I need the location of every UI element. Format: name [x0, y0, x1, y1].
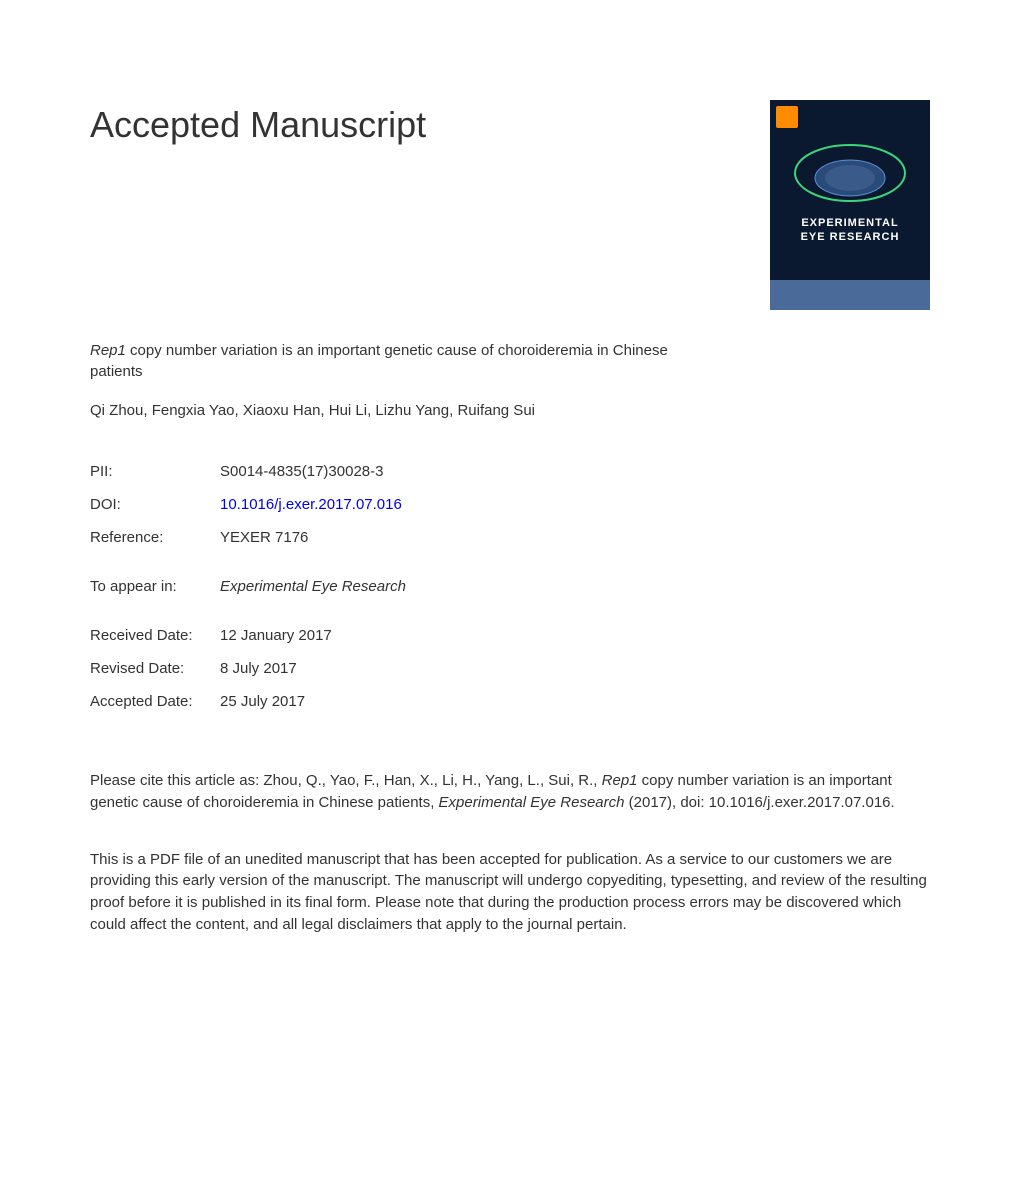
article-title: Rep1 copy number variation is an importa… — [90, 340, 690, 382]
disclaimer-text: This is a PDF file of an unedited manusc… — [90, 849, 930, 936]
appear-value: Experimental Eye Research — [220, 576, 406, 597]
metadata-block-2: To appear in: Experimental Eye Research — [90, 576, 930, 597]
accepted-label: Accepted Date: — [90, 691, 220, 712]
metadata-block-1: PII: S0014-4835(17)30028-3 DOI: 10.1016/… — [90, 461, 930, 548]
revised-value: 8 July 2017 — [220, 658, 297, 679]
meta-row-reference: Reference: YEXER 7176 — [90, 527, 930, 548]
reference-label: Reference: — [90, 527, 220, 548]
citation-prefix: Please cite this article as: Zhou, Q., Y… — [90, 772, 602, 789]
pii-label: PII: — [90, 461, 220, 482]
pii-value: S0014-4835(17)30028-3 — [220, 461, 383, 482]
meta-row-revised: Revised Date: 8 July 2017 — [90, 658, 930, 679]
metadata-block-dates: Received Date: 12 January 2017 Revised D… — [90, 625, 930, 712]
citation-suffix: (2017), doi: 10.1016/j.exer.2017.07.016. — [624, 794, 894, 811]
cover-title-line2: EYE RESEARCH — [801, 231, 900, 243]
cover-journal-title: EXPERIMENTAL EYE RESEARCH — [801, 216, 900, 245]
received-label: Received Date: — [90, 625, 220, 646]
title-text: copy number variation is an important ge… — [90, 342, 668, 380]
meta-row-doi: DOI: 10.1016/j.exer.2017.07.016 — [90, 494, 930, 515]
citation-text: Please cite this article as: Zhou, Q., Y… — [90, 770, 930, 814]
reference-value: YEXER 7176 — [220, 527, 308, 548]
doi-label: DOI: — [90, 494, 220, 515]
meta-row-accepted: Accepted Date: 25 July 2017 — [90, 691, 930, 712]
journal-cover: EXPERIMENTAL EYE RESEARCH — [770, 100, 930, 310]
meta-row-received: Received Date: 12 January 2017 — [90, 625, 930, 646]
appear-label: To appear in: — [90, 576, 220, 597]
cover-title-line1: EXPERIMENTAL — [801, 217, 898, 229]
cover-footer-bar — [770, 280, 930, 310]
elsevier-logo-icon — [776, 106, 798, 128]
header-row: Accepted Manuscript EXPERIMENTAL EYE RES… — [90, 100, 930, 310]
doi-link[interactable]: 10.1016/j.exer.2017.07.016 — [220, 494, 402, 515]
citation-gene-name: Rep1 — [602, 772, 638, 789]
page-heading: Accepted Manuscript — [90, 100, 426, 150]
revised-label: Revised Date: — [90, 658, 220, 679]
received-value: 12 January 2017 — [220, 625, 332, 646]
meta-row-pii: PII: S0014-4835(17)30028-3 — [90, 461, 930, 482]
authors-list: Qi Zhou, Fengxia Yao, Xiaoxu Han, Hui Li… — [90, 400, 930, 421]
accepted-value: 25 July 2017 — [220, 691, 305, 712]
meta-row-appear: To appear in: Experimental Eye Research — [90, 576, 930, 597]
eye-illustration-icon — [790, 138, 910, 208]
citation-journal: Experimental Eye Research — [439, 794, 625, 811]
title-gene-name: Rep1 — [90, 342, 126, 359]
